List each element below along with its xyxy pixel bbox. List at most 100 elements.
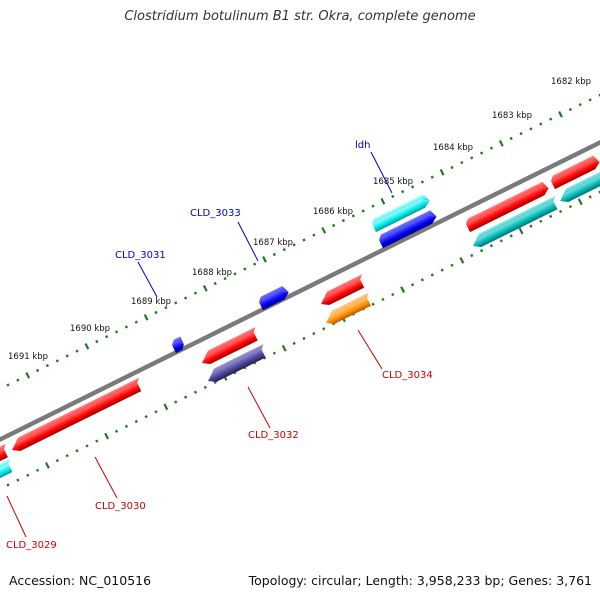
minor-tick [272,351,276,355]
minor-tick [292,341,296,346]
minor-tick [253,262,257,266]
minor-tick [184,296,188,300]
major-tick [262,256,267,263]
minor-tick [233,272,237,276]
minor-tick [55,458,59,463]
minor-tick [302,336,306,341]
minor-tick [371,204,375,208]
gene-cld-3029[interactable] [0,458,16,484]
gene-teal-upper-1[interactable] [469,195,561,250]
minor-tick [588,98,592,102]
gene-layer [0,154,600,484]
minor-tick [430,175,434,179]
tick-label-1685: 1685 kbp [373,177,413,187]
minor-tick [529,224,533,228]
minor-tick [193,291,198,295]
minor-tick [470,156,474,160]
minor-tick [371,302,375,306]
gene-ldh-cyan[interactable] [370,193,431,233]
tick-track-upper [6,93,600,387]
minor-tick [568,205,572,209]
minor-tick [302,238,306,242]
gene-cld-3034-red[interactable] [317,274,368,308]
minor-tick [509,136,513,141]
minor-tick [450,165,454,170]
minor-tick [509,234,513,238]
gene-cld-3032[interactable] [204,344,269,385]
minor-tick [332,223,336,228]
minor-tick [549,117,553,121]
minor-tick [578,103,582,107]
gene-cld-3032-red[interactable] [198,327,261,367]
minor-tick [75,349,79,353]
minor-tick [65,454,69,458]
cld-3033-leader [237,221,259,262]
minor-tick [312,233,316,237]
minor-tick [26,473,30,477]
major-tick [558,111,563,118]
cld-3032-leader [247,386,271,429]
gene-cld-3033[interactable] [257,285,291,311]
major-tick [459,257,465,264]
minor-tick [134,419,138,424]
minor-tick [558,209,563,214]
major-tick [577,198,583,206]
major-tick [104,432,110,440]
gene-cld-3034[interactable] [322,292,374,327]
minor-tick [6,383,10,387]
major-tick [45,462,50,469]
minor-tick [539,122,543,126]
cld-3030-leader [94,456,118,499]
gene-label-cld-3031: CLD_3031 [115,250,166,261]
tick-label-1689: 1689 kbp [131,297,171,307]
gene-ldh[interactable] [377,209,438,249]
gene-cld-3031[interactable] [170,336,186,354]
gene-label-cld-3029: CLD_3029 [6,540,57,551]
minor-tick [75,449,79,453]
major-tick [84,343,90,350]
minor-tick [401,190,405,194]
tick-label-1686: 1686 kbp [313,207,353,217]
minor-tick [539,219,543,223]
major-tick [143,314,149,321]
minor-tick [174,400,178,404]
minor-tick [223,277,227,281]
minor-tick [213,281,217,286]
minor-tick [450,263,454,267]
minor-tick [154,410,158,414]
tick-label-1682: 1682 kbp [551,77,591,87]
minor-tick [243,267,247,271]
minor-tick [164,306,168,310]
minor-tick [361,209,365,213]
gene-cld-3029-red[interactable] [0,443,12,466]
minor-tick [55,359,59,363]
gene-red-upper-2[interactable] [549,154,600,190]
major-tick [281,344,287,352]
gene-red-upper-1[interactable] [464,180,550,233]
minor-tick [114,429,119,433]
minor-tick [499,239,503,243]
tick-label-1690: 1690 kbp [70,324,110,334]
map-title: Clostridium botulinum B1 str. Okra, comp… [124,9,476,24]
minor-tick [193,390,198,394]
minor-tick [351,214,355,218]
minor-tick [134,320,138,324]
major-tick [202,285,208,292]
major-tick [439,169,445,176]
major-tick [25,372,31,379]
major-tick [498,140,504,147]
minor-tick [95,339,99,344]
minor-tick [420,180,424,184]
minor-tick [480,151,484,155]
gene-teal-upper-2[interactable] [556,170,600,205]
gene-label-cld-3033: CLD_3033 [190,208,241,219]
major-tick [380,198,386,205]
minor-tick [391,292,395,297]
tick-label-1683: 1683 kbp [492,111,532,121]
major-tick [518,227,524,235]
major-tick [400,286,406,293]
minor-tick [341,219,346,223]
gene-cld-3030[interactable] [8,377,145,454]
minor-tick [489,244,494,248]
